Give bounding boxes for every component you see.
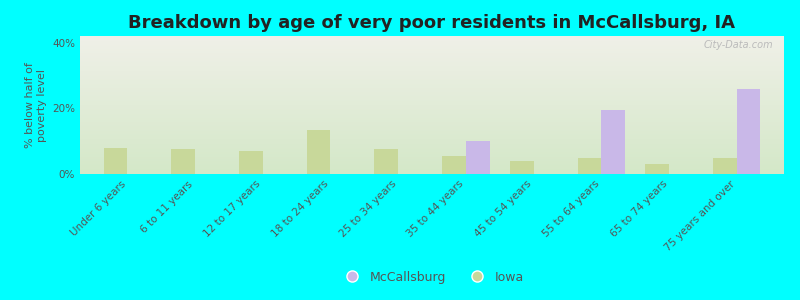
Bar bbox=[466, 141, 490, 174]
Bar bbox=[239, 151, 262, 174]
Bar bbox=[713, 158, 737, 174]
Bar bbox=[510, 161, 534, 174]
Y-axis label: % below half of
poverty level: % below half of poverty level bbox=[25, 62, 46, 148]
Legend: McCallsburg, Iowa: McCallsburg, Iowa bbox=[335, 266, 529, 289]
Bar bbox=[442, 156, 466, 174]
Bar bbox=[171, 149, 195, 174]
Bar bbox=[578, 158, 602, 174]
Bar bbox=[374, 149, 398, 174]
Bar bbox=[646, 164, 669, 174]
Text: City-Data.com: City-Data.com bbox=[704, 40, 774, 50]
Bar bbox=[737, 88, 760, 174]
Bar bbox=[602, 110, 625, 174]
Bar bbox=[306, 130, 330, 174]
Title: Breakdown by age of very poor residents in McCallsburg, IA: Breakdown by age of very poor residents … bbox=[129, 14, 735, 32]
Bar bbox=[104, 148, 127, 174]
